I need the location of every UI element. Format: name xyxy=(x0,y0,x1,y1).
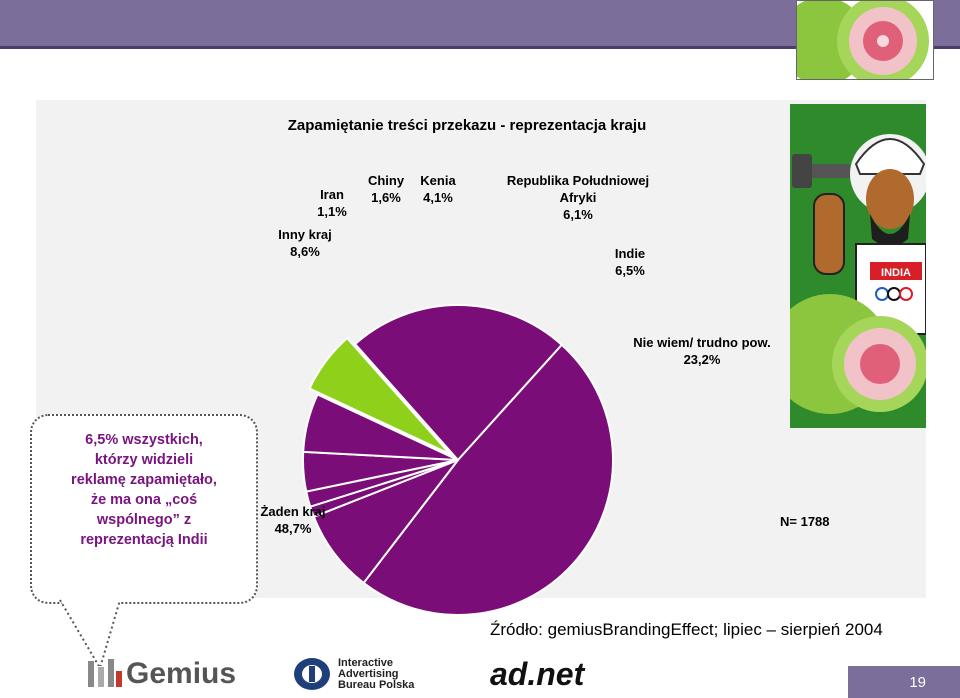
slice-label-value: 6,1% xyxy=(563,207,593,222)
callout-line: reprezentacją Indii xyxy=(80,532,208,548)
slice-label-name: Żaden kraj xyxy=(260,504,326,519)
iab-logo-line: Bureau Polska xyxy=(338,678,415,691)
slice-label-name: Chiny xyxy=(367,173,405,188)
gemius-logo: Gemius xyxy=(86,654,236,694)
pie-slice-3 xyxy=(362,343,614,616)
slice-label-name: Kenia xyxy=(420,173,456,188)
callout-line: wspólnego” z xyxy=(96,512,192,528)
footer-bar xyxy=(0,666,960,698)
slice-label: Nie wiem/ trudno pow. 23,2% xyxy=(633,334,770,368)
adnet-logo-text: ad.net xyxy=(490,655,585,692)
gemius-logo-icon xyxy=(88,659,122,687)
slice-label-value: 23,2% xyxy=(683,352,721,367)
iab-logo-line: Advertising xyxy=(338,667,399,680)
callout-box: 6,5% wszystkich, którzy widzieli reklamę… xyxy=(30,414,258,604)
pie-slice-1 xyxy=(308,336,451,455)
slice-label-value: 48,7% xyxy=(274,521,312,536)
slice-label-name: Inny kraj xyxy=(278,227,332,242)
gemius-logo-text: Gemius xyxy=(126,657,237,690)
sample-size-label: N= 1788 xyxy=(780,514,830,529)
pie-slice-2 xyxy=(353,304,564,462)
chart-title: Zapamiętanie treści przekazu - reprezent… xyxy=(288,117,646,134)
callout-line: że ma ona „coś xyxy=(90,492,198,508)
pie-slice-4 xyxy=(312,457,461,585)
slice-label: Żaden kraj 48,7% xyxy=(260,503,325,537)
slice-label: Inny kraj 8,6% xyxy=(278,226,331,260)
slice-label-value: 4,1% xyxy=(423,190,453,205)
page-number: 19 xyxy=(909,674,926,691)
page-number-box: 19 xyxy=(848,666,960,698)
slice-label: Republika Południowej Afryki 6,1% xyxy=(507,172,649,223)
iab-logo-line: Interactive xyxy=(338,656,394,669)
callout-line: którzy widzieli xyxy=(94,452,194,468)
iab-logo-icon xyxy=(294,658,330,690)
slice-label-name: Nie wiem/ trudno pow. xyxy=(633,335,771,350)
fruit-image-top xyxy=(796,0,934,80)
slice-label: Indie 6,5% xyxy=(615,245,645,279)
callout-line: reklamę zapamiętało, xyxy=(71,472,217,488)
slice-label-value: 6,5% xyxy=(615,263,645,278)
pie-slice-8 xyxy=(302,393,459,461)
slice-label-name: Afryki xyxy=(559,190,597,205)
source-note: Źródło: gemiusBrandingEffect; lipiec – s… xyxy=(490,620,883,639)
slice-label-name: Iran xyxy=(320,187,344,202)
slice-label-value: 1,6% xyxy=(371,190,401,205)
slice-label: Iran 1,1% xyxy=(317,186,347,220)
iab-logo: Interactive Advertising Bureau Polska xyxy=(292,654,414,694)
slice-label-value: 1,1% xyxy=(317,204,347,219)
india-badge-text: INDIA xyxy=(881,267,911,279)
adnet-logo: ad.net xyxy=(490,654,584,694)
slice-label: Chiny 1,6% xyxy=(368,172,404,206)
top-bar-divider xyxy=(0,46,960,49)
slice-label-name: Indie xyxy=(614,246,646,261)
slice-label-value: 8,6% xyxy=(290,244,320,259)
slice-label: Kenia 4,1% xyxy=(420,172,455,206)
callout-line: 6,5% wszystkich, xyxy=(85,432,203,448)
india-athlete-image: INDIA xyxy=(790,104,926,428)
slice-label-name: Republika Południowej xyxy=(506,173,650,188)
